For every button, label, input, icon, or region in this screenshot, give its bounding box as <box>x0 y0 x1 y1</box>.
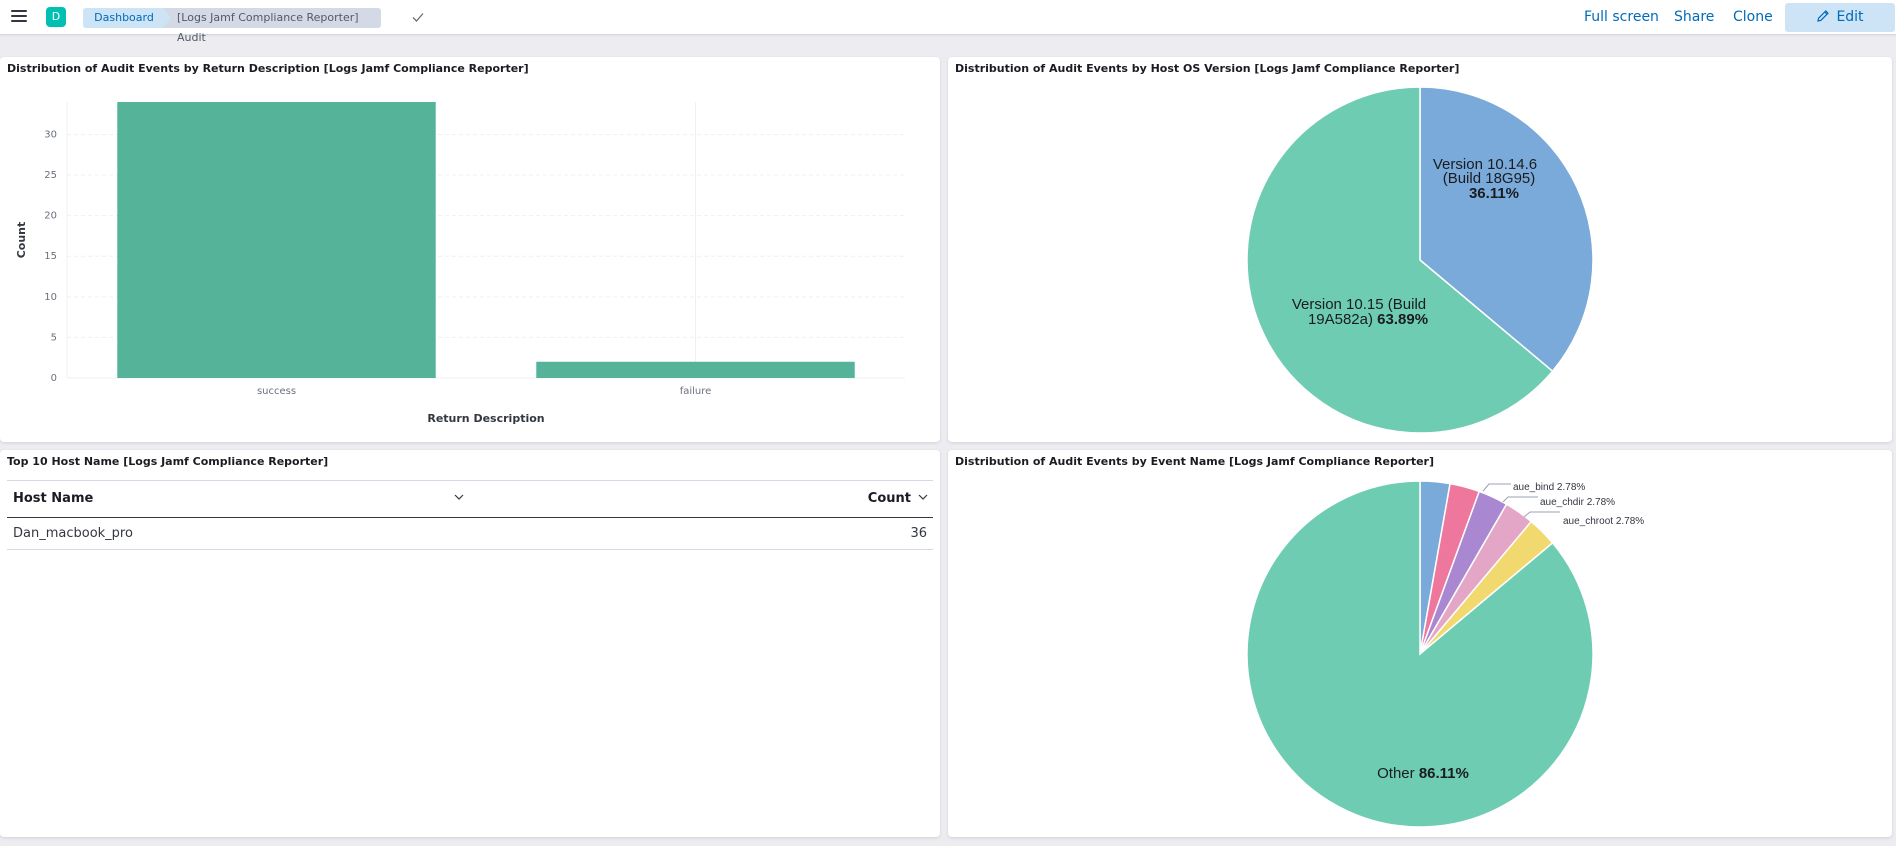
clone-button[interactable]: Clone <box>1733 9 1773 25</box>
count-cell: 36 <box>910 526 927 541</box>
bar <box>117 102 436 378</box>
y-tick-label: 20 <box>44 211 57 222</box>
y-tick-label: 10 <box>44 292 57 303</box>
full-screen-button[interactable]: Full screen <box>1584 9 1659 25</box>
return-description-panel: Distribution of Audit Events by Return D… <box>0 57 940 442</box>
y-tick-label: 5 <box>51 332 57 343</box>
column-header-host-name[interactable]: Host Name <box>13 491 94 506</box>
panel-title: Top 10 Host Name [Logs Jamf Compliance R… <box>7 455 329 468</box>
os-version-panel: Distribution of Audit Events by Host OS … <box>948 57 1892 442</box>
slice-label: aue_bind 2.78% <box>1513 482 1585 493</box>
sort-descending-icon[interactable] <box>917 491 929 503</box>
menu-icon[interactable] <box>9 7 29 27</box>
panel-title: Distribution of Audit Events by Return D… <box>7 62 529 75</box>
x-tick-label: success <box>257 386 296 397</box>
y-tick-label: 30 <box>44 129 57 140</box>
bar-chart: 0 5 10 15 20 25 30 success failure Return Descrip… <box>15 102 905 425</box>
host-name-cell[interactable]: Dan_macbook_pro <box>13 526 133 541</box>
x-tick-label: failure <box>680 386 712 397</box>
bar <box>536 361 855 378</box>
y-axis-title: Count <box>15 222 28 259</box>
x-axis-title: Return Description <box>427 412 544 425</box>
slice-label: (Build 18G95) <box>1443 170 1536 187</box>
y-tick-label: 15 <box>44 251 57 262</box>
panel-title: Distribution of Audit Events by Event Na… <box>955 455 1434 468</box>
edit-button[interactable]: Edit <box>1785 3 1895 32</box>
pie-slice <box>1246 480 1594 828</box>
leader-line <box>1502 496 1538 503</box>
slice-label: Version 10.15 (Build <box>1292 296 1426 313</box>
slice-percent: 36.11% <box>1469 185 1519 202</box>
leader-line <box>1482 483 1511 492</box>
os-version-pie-chart: Version 10.14.6(Build 18G95)36.11% Versio… <box>1246 86 1594 434</box>
top-nav-bar: D Dashboard [Logs Jamf Compliance Report… <box>0 0 1896 44</box>
host-name-table-panel: Top 10 Host Name [Logs Jamf Compliance R… <box>0 450 940 837</box>
table-header: Host Name Count <box>7 480 933 518</box>
slice-label: aue_chroot 2.78% <box>1563 516 1644 527</box>
column-header-count[interactable]: Count <box>867 491 911 506</box>
pie-slice <box>1246 86 1554 434</box>
panel-title: Distribution of Audit Events by Host OS … <box>955 62 1460 75</box>
table-row: Dan_macbook_pro 36 <box>7 518 933 550</box>
share-button[interactable]: Share <box>1674 9 1715 25</box>
event-name-pie-chart: aue_bind 2.78% aue_chdir 2.78% aue_chroot … <box>1246 480 1644 828</box>
pencil-icon <box>1817 10 1830 22</box>
host-name-table: Host Name Count Dan_macbook_pro 36 <box>7 480 933 550</box>
y-tick-label: 0 <box>51 373 57 384</box>
leader-line <box>1523 511 1560 518</box>
slice-label: 19A582a) 63.89% <box>1308 311 1428 328</box>
edit-label: Edit <box>1836 9 1864 25</box>
slice-label: Version 10.14.6 <box>1433 156 1537 173</box>
chevron-down-icon[interactable] <box>453 491 465 503</box>
check-icon <box>412 13 424 22</box>
event-name-panel: Distribution of Audit Events by Event Na… <box>948 450 1892 837</box>
space-avatar[interactable]: D <box>46 7 66 27</box>
slice-label: aue_chdir 2.78% <box>1540 497 1615 508</box>
slice-label: Other 86.11% <box>1377 765 1469 782</box>
y-tick-label: 25 <box>44 170 57 181</box>
breadcrumb-current: [Logs Jamf Compliance Reporter] Audit <box>163 8 381 44</box>
breadcrumb-dashboard[interactable]: Dashboard <box>83 8 173 28</box>
pie-slice <box>1419 86 1594 373</box>
